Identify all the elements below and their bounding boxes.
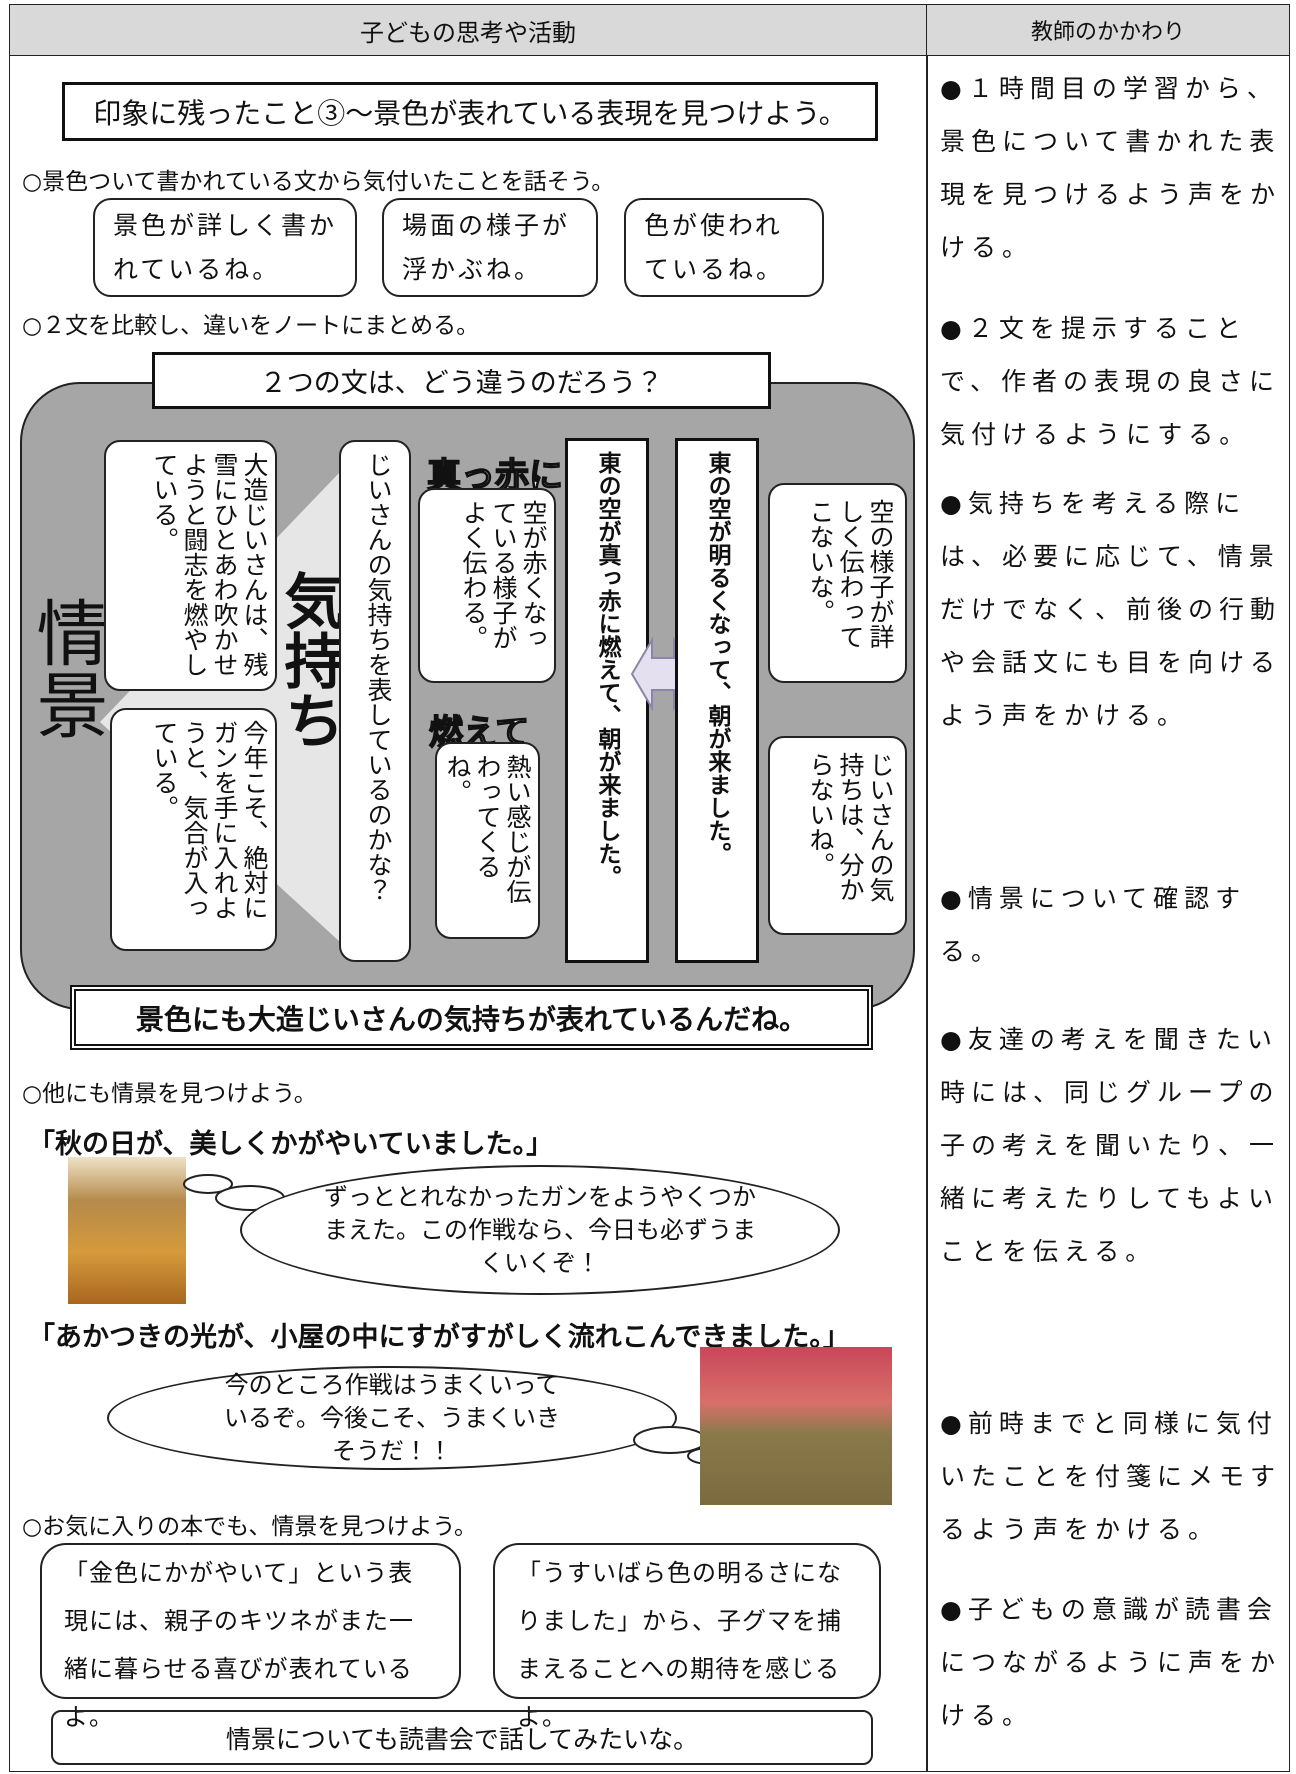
- header-left: 子どもの思考や活動: [9, 4, 927, 56]
- feeling-card: 大造じいさんは、残雪にひとあわ吹かせようと闘志を燃やしている。: [104, 440, 277, 691]
- teacher-note: ●友達の考えを聞きたい時には、同じグループの子の考えを聞いたり、一緒に考えたりし…: [940, 1025, 1281, 1266]
- teacher-note: ●情景について確認する。: [940, 884, 1247, 966]
- sentence-note: じいさんの気持ちは、分からないね。: [768, 736, 907, 935]
- activity: ○他にも情景を見つけよう。: [22, 1081, 317, 1107]
- activity: ○２文を比較し、違いをノートにまとめる。: [22, 313, 480, 339]
- thought-cloud: 今のところ作戦はうまくいっているぞ。今後こそ、うまくいきそうだ！！: [107, 1366, 677, 1470]
- quote: 「秋の日が、美しくかがやいていました。」: [28, 1129, 554, 1160]
- sentence-card: 東の空が明るくなって、朝が来ました。: [675, 438, 759, 963]
- book-box: 「うすいばら色の明るさになりました」から、子グマを捕まえることへの期待を感じるよ…: [493, 1543, 881, 1731]
- illustration: [700, 1347, 892, 1505]
- word-note: 空が赤くなっている様子がよく伝わる。: [418, 488, 556, 683]
- header-right: 教師のかかわり: [926, 4, 1290, 56]
- speech-box: 場面の様子が浮かぶね。: [382, 198, 598, 297]
- feeling-card: 今年こそ、絶対にガンを手に入れようと、気合が入っている。: [110, 708, 277, 951]
- teacher-note: ●気持ちを考える際には、必要に応じて、情景だけでなく、前後の行動や会話文にも目を…: [940, 489, 1282, 730]
- jokei-label: 情景: [24, 596, 108, 740]
- word-note: 熱い感じが伝わってくるね。: [435, 742, 540, 939]
- book-box: 「金色にかがやいて」という表現には、親子のキツネがまた一緒に暮らせる喜びが表れて…: [40, 1543, 461, 1731]
- teacher-note: ●子どもの意識が読書会につながるように声をかける。: [940, 1595, 1282, 1730]
- speech-box: 色が使われているね。: [624, 198, 824, 297]
- wish-box: 情景についても読書会で話してみたいな。: [51, 1710, 873, 1765]
- illustration: [68, 1157, 186, 1304]
- sentence-card: 東の空が真っ赤に燃えて、朝が来ました。: [565, 438, 649, 963]
- question-card: じいさんの気持ちを表しているのかな？: [339, 440, 411, 962]
- lesson-title: 印象に残ったこと③～景色が表れている表現を見つけよう。: [62, 82, 878, 141]
- teacher-note: ●２文を提示することで、作者の表現の良さに気付けるようにする。: [940, 314, 1281, 449]
- conclusion-box: 景色にも大造じいさんの気持ちが表れているんだね。: [70, 985, 873, 1050]
- activity: ○お気に入りの本でも、情景を見つけよう。: [22, 1514, 477, 1540]
- thought-cloud: ずっととれなかったガンをようやくつかまえた。この作戦なら、今日も必ずうまくいくぞ…: [240, 1165, 840, 1295]
- teacher-note: ●１時間目の学習から、景色について書かれた表現を見つけるよう声をかける。: [940, 74, 1282, 262]
- question-box: ２つの文は、どう違うのだろう？: [152, 352, 771, 409]
- column-divider: [926, 56, 928, 1772]
- speech-box: 景色が詳しく書かれているね。: [93, 198, 357, 297]
- activity: ○景色ついて書かれている文から気付いたことを話そう。: [22, 169, 615, 195]
- sentence-note: 空の様子が詳しく伝わってこないな。: [768, 483, 907, 683]
- highlight-wedge: [100, 472, 340, 942]
- teacher-note: ●前時までと同様に気付いたことを付箋にメモするよう声をかける。: [940, 1409, 1282, 1544]
- wedge: [100, 472, 340, 942]
- kimochi-label: 気持ち: [274, 570, 344, 750]
